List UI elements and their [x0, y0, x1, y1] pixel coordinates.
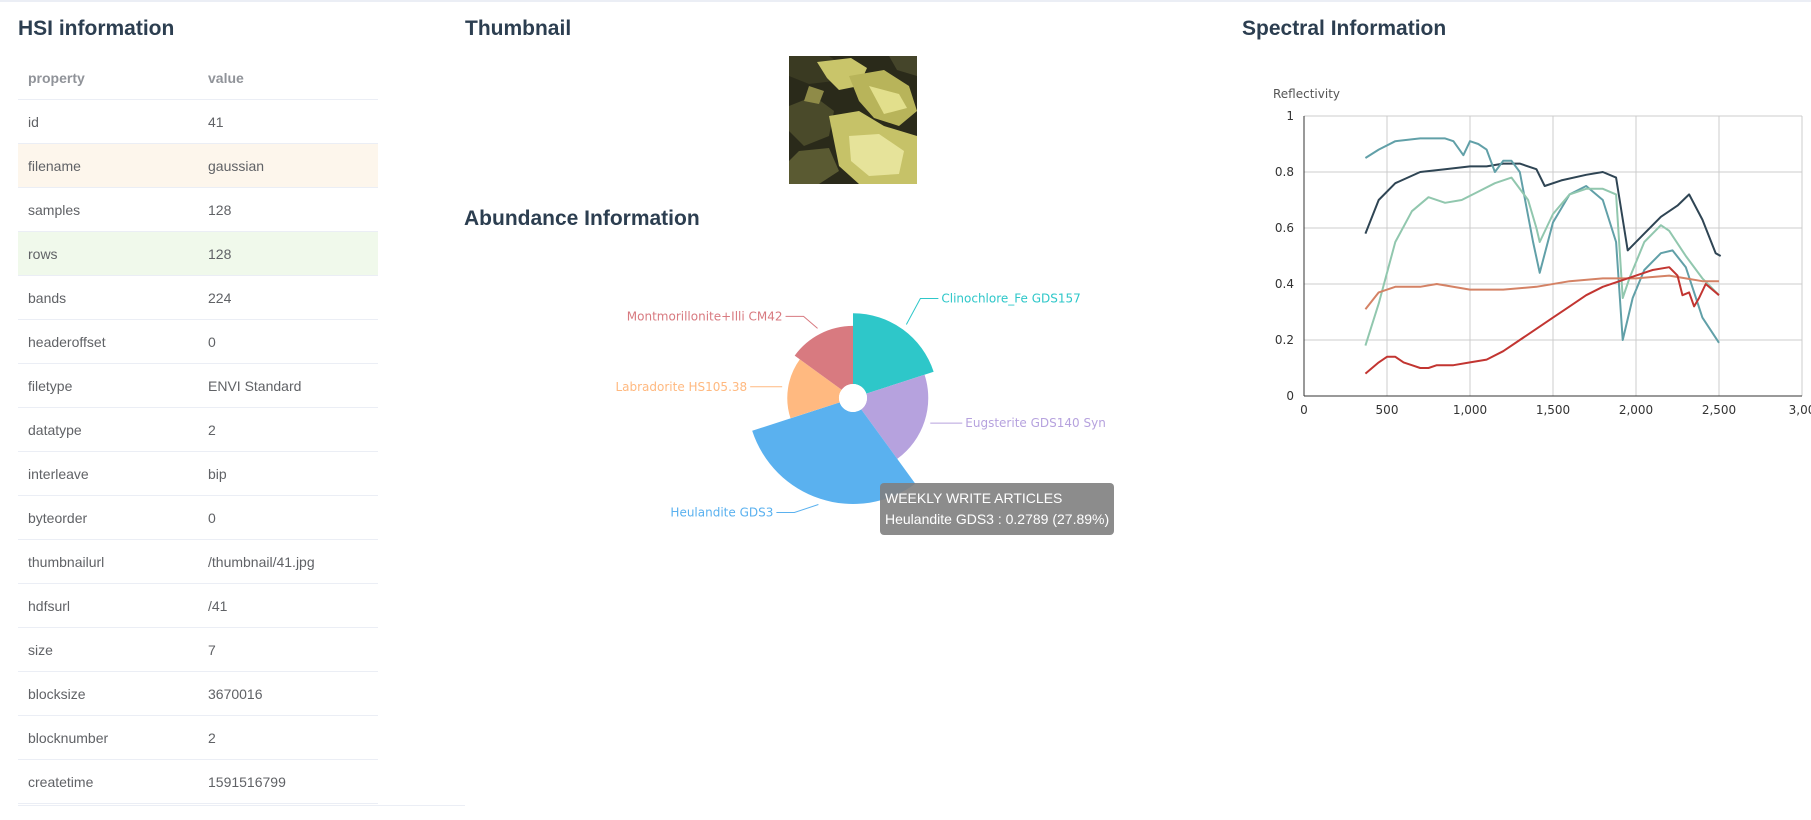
table-row: samples 128 [18, 187, 378, 232]
table-header-row: property value [18, 56, 378, 100]
pie-slice[interactable] [794, 325, 853, 390]
value-cell: 41 [198, 99, 378, 144]
y-tick-label: 0.4 [1275, 277, 1294, 291]
pie-label-line [785, 315, 818, 329]
y-tick-label: 0 [1286, 389, 1294, 403]
abundance-title: Abundance Information [464, 207, 700, 230]
column-header-property: property [18, 56, 198, 100]
table-row: datatype 2 [18, 407, 378, 452]
spectral-title: Spectral Information [1242, 17, 1447, 40]
value-cell: 2 [198, 715, 378, 760]
y-axis-label: Reflectivity [1273, 87, 1340, 101]
tooltip-title: WEEKLY WRITE ARTICLES [885, 490, 1063, 506]
table-row: byteorder 0 [18, 495, 378, 540]
pie-slice[interactable] [752, 402, 916, 504]
property-cell: samples [18, 187, 198, 232]
property-cell: filename [18, 143, 198, 188]
value-cell: 3670016 [198, 671, 378, 716]
pie-slice[interactable] [861, 374, 929, 459]
table-row: hdfsurl/41 [18, 583, 378, 628]
property-cell: filetype [18, 363, 198, 408]
x-tick-label: 500 [1376, 403, 1399, 417]
value-cell: 128 [198, 187, 378, 232]
spectral-series-line[interactable] [1364, 266, 1720, 375]
y-tick-label: 1 [1286, 109, 1294, 123]
column-header-value: value [198, 56, 378, 100]
property-cell: blocknumber [18, 715, 198, 760]
spectral-series-line[interactable] [1364, 176, 1720, 346]
table-row: createtime 1591516799 [18, 759, 378, 804]
table-row: headeroffset 0 [18, 319, 378, 364]
property-cell: interleave [18, 451, 198, 496]
value-cell: /41 [198, 583, 378, 628]
value-cell: 0 [198, 495, 378, 540]
property-cell: bands [18, 275, 198, 320]
hsi-table: property value id 41 filename gaussian sampl… [18, 56, 378, 804]
abundance-pie-chart: Clinochlore_Fe GDS157 Eugsterite GDS140 S… [560, 270, 1160, 570]
pie-label-line [776, 504, 819, 514]
property-cell: headeroffset [18, 319, 198, 364]
value-cell: 7 [198, 627, 378, 672]
pie-label-line [905, 298, 939, 325]
table-row: id 41 [18, 99, 378, 144]
top-divider [0, 0, 1811, 2]
value-cell: 0 [198, 319, 378, 364]
value-cell: 224 [198, 275, 378, 320]
pie-label: Montmorillonite+Illi CM42 [627, 309, 783, 323]
value-cell: gaussian [198, 143, 378, 188]
y-tick-label: 0.2 [1275, 333, 1294, 347]
spectral-series-line[interactable] [1364, 162, 1722, 257]
pie-center-hole [839, 384, 867, 412]
property-cell: createtime [18, 759, 198, 804]
property-cell: size [18, 627, 198, 672]
pie-label: Eugsterite GDS140 Syn [965, 416, 1106, 430]
value-cell: bip [198, 451, 378, 496]
property-cell: datatype [18, 407, 198, 452]
property-cell: rows [18, 231, 198, 276]
spectral-line-chart: Reflectivity 0 0.2 0.4 0.6 0.8 1 0 500 1,000 1,500… [1250, 80, 1811, 440]
table-row: filetype ENVI Standard [18, 363, 378, 408]
property-cell: id [18, 99, 198, 144]
table-row: rows 128 [18, 231, 378, 276]
table-bottom-divider [18, 805, 465, 806]
table-row: interleave bip [18, 451, 378, 496]
x-tick-label: 1,500 [1536, 403, 1570, 417]
pie-slice[interactable] [787, 359, 842, 419]
table-row: blocknumber 2 [18, 715, 378, 760]
value-cell: 2 [198, 407, 378, 452]
table-row: thumbnailurl/thumbnail/41.jpg [18, 539, 378, 584]
table-row: bands 224 [18, 275, 378, 320]
pie-tooltip: WEEKLY WRITE ARTICLES Heulandite GDS3 : … [880, 483, 1115, 535]
spectral-series-line[interactable] [1364, 137, 1720, 344]
x-tick-label: 0 [1300, 403, 1308, 417]
property-cell: byteorder [18, 495, 198, 540]
y-tick-label: 0.6 [1275, 221, 1294, 235]
value-cell: /thumbnail/41.jpg [198, 539, 378, 584]
tooltip-text: Heulandite GDS3 : 0.2789 (27.89%) [885, 511, 1110, 527]
x-tick-label: 3,00 [1789, 403, 1811, 417]
x-tick-label: 2,000 [1619, 403, 1653, 417]
table-row: filename gaussian [18, 143, 378, 188]
x-tick-label: 1,000 [1453, 403, 1487, 417]
x-tick-label: 2,500 [1702, 403, 1736, 417]
value-cell: 1591516799 [198, 759, 378, 804]
table-row: blocksize 3670016 [18, 671, 378, 716]
value-cell: ENVI Standard [198, 363, 378, 408]
table-row: size 7 [18, 627, 378, 672]
thumbnail-title: Thumbnail [465, 17, 572, 40]
pie-label: Labradorite HS105.38 [615, 380, 747, 394]
property-cell: thumbnailurl [18, 539, 198, 584]
y-tick-label: 0.8 [1275, 165, 1294, 179]
value-cell: 128 [198, 231, 378, 276]
property-cell: hdfsurl [18, 583, 198, 628]
pie-label: Heulandite GDS3 [670, 506, 773, 520]
hsi-title: HSI information [18, 17, 175, 40]
thumbnail-image [789, 56, 917, 184]
spectral-series-line[interactable] [1364, 274, 1719, 310]
property-cell: blocksize [18, 671, 198, 716]
pie-label: Clinochlore_Fe GDS157 [941, 292, 1080, 306]
pie-slice[interactable] [853, 313, 934, 394]
